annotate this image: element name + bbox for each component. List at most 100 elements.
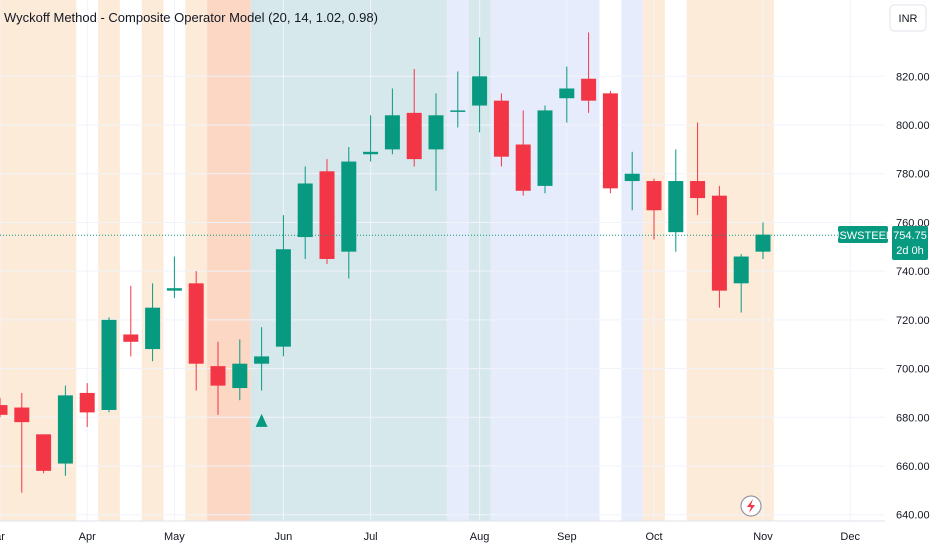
- candle[interactable]: [690, 122, 706, 216]
- candle[interactable]: [755, 222, 771, 259]
- candle[interactable]: [363, 115, 379, 162]
- x-tick-label: Nov: [753, 531, 773, 543]
- y-tick-label: 820.00: [896, 71, 930, 83]
- last-price-label: 754.75: [893, 230, 927, 242]
- candle-body: [733, 256, 749, 284]
- candle[interactable]: [57, 385, 73, 476]
- candle-body: [254, 356, 270, 364]
- grid-layer: [0, 0, 885, 521]
- candle-body: [210, 366, 226, 386]
- buy-signal-arrow-icon: [255, 413, 268, 427]
- shaded-zone: [185, 0, 208, 521]
- candle[interactable]: [319, 159, 335, 264]
- candle-body: [384, 115, 400, 150]
- candle-body: [275, 249, 291, 347]
- candle-body: [319, 171, 335, 259]
- candle[interactable]: [581, 32, 597, 113]
- y-tick-label: 800.00: [896, 120, 930, 132]
- candle-body: [428, 115, 444, 150]
- candle-body: [36, 434, 52, 471]
- x-tick-label: Apr: [79, 531, 96, 543]
- candle-body: [79, 392, 95, 413]
- candle-body: [450, 110, 466, 112]
- candle[interactable]: [145, 283, 161, 362]
- candle[interactable]: [123, 285, 139, 357]
- candle-body: [406, 112, 422, 160]
- candle-body: [57, 395, 73, 464]
- candle-body: [624, 173, 640, 182]
- shaded-zone: [446, 0, 469, 521]
- candle[interactable]: [254, 327, 270, 391]
- candle[interactable]: [668, 149, 684, 252]
- candle-body: [145, 307, 161, 350]
- y-tick-label: 640.00: [896, 510, 930, 522]
- candle[interactable]: [0, 397, 8, 418]
- x-axis[interactable]: ar Apr May Jun Jul Aug Sep Oct Nov Dec: [0, 520, 885, 543]
- x-tick-label: Jun: [275, 531, 293, 543]
- candle[interactable]: [14, 392, 30, 493]
- candle[interactable]: [36, 434, 52, 474]
- candle[interactable]: [537, 105, 553, 194]
- candle[interactable]: [515, 110, 531, 196]
- candle[interactable]: [450, 71, 466, 128]
- candle[interactable]: [79, 383, 95, 428]
- candle[interactable]: [602, 90, 618, 194]
- candle-body: [690, 181, 706, 199]
- candle[interactable]: [493, 93, 509, 167]
- candle[interactable]: [275, 215, 291, 357]
- candle[interactable]: [624, 151, 640, 211]
- currency-button[interactable]: [889, 4, 927, 32]
- candle-body: [101, 319, 117, 410]
- shaded-zone: [141, 0, 164, 521]
- candle[interactable]: [232, 339, 248, 401]
- indicator-title: Wyckoff Method - Composite Operator Mode…: [4, 10, 378, 25]
- currency-label: INR: [899, 13, 918, 25]
- candle-body: [166, 288, 182, 291]
- x-tick-label: Sep: [557, 531, 577, 543]
- candle-body: [755, 234, 771, 252]
- candle[interactable]: [101, 317, 117, 413]
- y-tick-label: 720.00: [896, 315, 930, 327]
- candle[interactable]: [188, 271, 204, 391]
- candle-body: [493, 100, 509, 157]
- candle[interactable]: [646, 178, 662, 240]
- candle[interactable]: [166, 256, 182, 298]
- candle[interactable]: [428, 93, 444, 191]
- candles-layer[interactable]: [0, 32, 771, 493]
- candle-body: [581, 78, 597, 101]
- candle-body: [232, 363, 248, 389]
- x-tick-label: ar: [0, 531, 5, 543]
- candle[interactable]: [406, 69, 422, 167]
- candle[interactable]: [559, 66, 575, 123]
- shaded-zone: [98, 0, 120, 521]
- y-tick-label: 680.00: [896, 412, 930, 424]
- candle-body: [297, 183, 313, 238]
- candle-body: [363, 151, 379, 155]
- candle[interactable]: [210, 341, 226, 415]
- candle-body: [14, 407, 30, 423]
- candle-body: [537, 110, 553, 186]
- candle[interactable]: [341, 146, 357, 279]
- shaded-zone: [686, 0, 774, 521]
- candle[interactable]: [384, 88, 400, 155]
- y-tick-label: 700.00: [896, 364, 930, 376]
- countdown-label: 2d 0h: [896, 245, 924, 257]
- x-tick-label: May: [164, 531, 185, 543]
- candle[interactable]: [297, 166, 313, 259]
- y-tick-label: 740.00: [896, 266, 930, 278]
- candle[interactable]: [711, 185, 727, 308]
- y-axis[interactable]: 640.00660.00680.00700.00720.00740.00760.…: [896, 71, 930, 521]
- candle-body: [0, 405, 8, 415]
- symbol-label: JSWSTEEL: [834, 230, 892, 242]
- signals-layer: [255, 413, 268, 427]
- x-tick-label: Aug: [470, 531, 490, 543]
- candle[interactable]: [472, 37, 488, 133]
- y-tick-label: 660.00: [896, 461, 930, 473]
- shaded-zone: [621, 0, 644, 521]
- shaded-zone: [490, 0, 600, 521]
- lightning-icon[interactable]: [740, 495, 762, 517]
- candle-body: [646, 181, 662, 211]
- zone-layer: [0, 0, 774, 521]
- candle[interactable]: [733, 254, 749, 313]
